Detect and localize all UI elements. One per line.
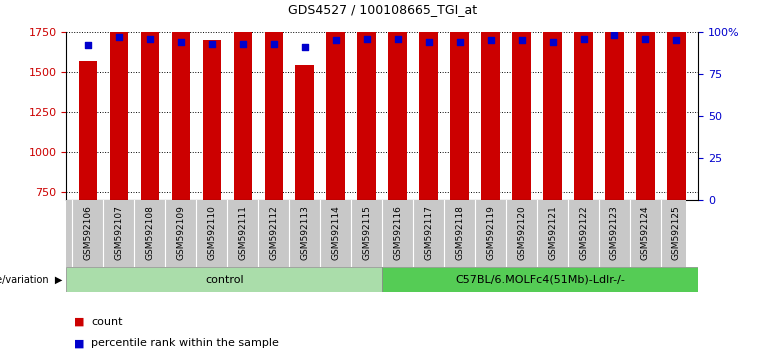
- Point: [175, 39, 187, 45]
- Point: [360, 36, 373, 41]
- Bar: [140, 0, 159, 200]
- Bar: [667, 0, 686, 200]
- Text: GSM592117: GSM592117: [424, 205, 433, 260]
- Text: GSM592121: GSM592121: [548, 205, 557, 260]
- Text: GSM592110: GSM592110: [207, 205, 216, 260]
- Text: C57BL/6.MOLFc4(51Mb)-Ldlr-/-: C57BL/6.MOLFc4(51Mb)-Ldlr-/-: [456, 275, 625, 285]
- Point: [670, 38, 682, 43]
- Point: [82, 42, 94, 48]
- Text: ■: ■: [74, 317, 84, 327]
- Text: genotype/variation  ▶: genotype/variation ▶: [0, 275, 62, 285]
- Bar: [543, 17, 562, 200]
- Bar: [481, 0, 500, 200]
- Text: GSM592125: GSM592125: [672, 205, 681, 260]
- Point: [113, 34, 126, 40]
- Point: [608, 33, 621, 38]
- Point: [640, 36, 652, 41]
- Bar: [636, 0, 654, 200]
- Text: percentile rank within the sample: percentile rank within the sample: [91, 338, 279, 348]
- Point: [577, 36, 590, 41]
- Bar: [388, 0, 407, 200]
- Text: GSM592122: GSM592122: [579, 205, 588, 260]
- Bar: [420, 22, 438, 200]
- Bar: [357, 0, 376, 200]
- Text: GSM592123: GSM592123: [610, 205, 619, 260]
- Text: control: control: [205, 275, 243, 285]
- Text: GSM592108: GSM592108: [145, 205, 154, 260]
- Text: GSM592120: GSM592120: [517, 205, 526, 260]
- Text: GSM592107: GSM592107: [115, 205, 123, 260]
- Text: GSM592124: GSM592124: [641, 205, 650, 260]
- Bar: [233, 24, 252, 200]
- Bar: [203, 40, 222, 200]
- Point: [144, 36, 156, 41]
- Bar: [264, 24, 283, 200]
- Text: GSM592112: GSM592112: [269, 205, 278, 260]
- Point: [516, 38, 528, 43]
- Bar: [605, 0, 624, 200]
- Text: GSM592119: GSM592119: [486, 205, 495, 260]
- Bar: [296, 65, 314, 200]
- Text: GSM592106: GSM592106: [83, 205, 93, 260]
- Bar: [574, 0, 593, 200]
- Bar: [172, 11, 190, 200]
- Point: [546, 39, 558, 45]
- Point: [268, 41, 280, 46]
- Text: ■: ■: [74, 338, 84, 348]
- Bar: [512, 1, 531, 200]
- Bar: [66, 267, 382, 292]
- Point: [453, 39, 466, 45]
- Point: [236, 41, 249, 46]
- Bar: [382, 267, 698, 292]
- Point: [206, 41, 218, 46]
- Bar: [450, 22, 469, 200]
- Text: GSM592114: GSM592114: [332, 205, 340, 260]
- Text: GSM592109: GSM592109: [176, 205, 186, 260]
- Point: [484, 38, 497, 43]
- Text: count: count: [91, 317, 122, 327]
- Text: GSM592111: GSM592111: [239, 205, 247, 260]
- Point: [329, 38, 342, 43]
- Point: [299, 44, 311, 50]
- Text: GSM592115: GSM592115: [362, 205, 371, 260]
- Text: GSM592113: GSM592113: [300, 205, 310, 260]
- Bar: [327, 0, 345, 200]
- Bar: [79, 61, 98, 200]
- Point: [392, 36, 404, 41]
- Point: [423, 39, 435, 45]
- Bar: [110, 0, 128, 200]
- Text: GDS4527 / 100108665_TGI_at: GDS4527 / 100108665_TGI_at: [288, 3, 477, 16]
- Text: GSM592118: GSM592118: [455, 205, 464, 260]
- Text: GSM592116: GSM592116: [393, 205, 402, 260]
